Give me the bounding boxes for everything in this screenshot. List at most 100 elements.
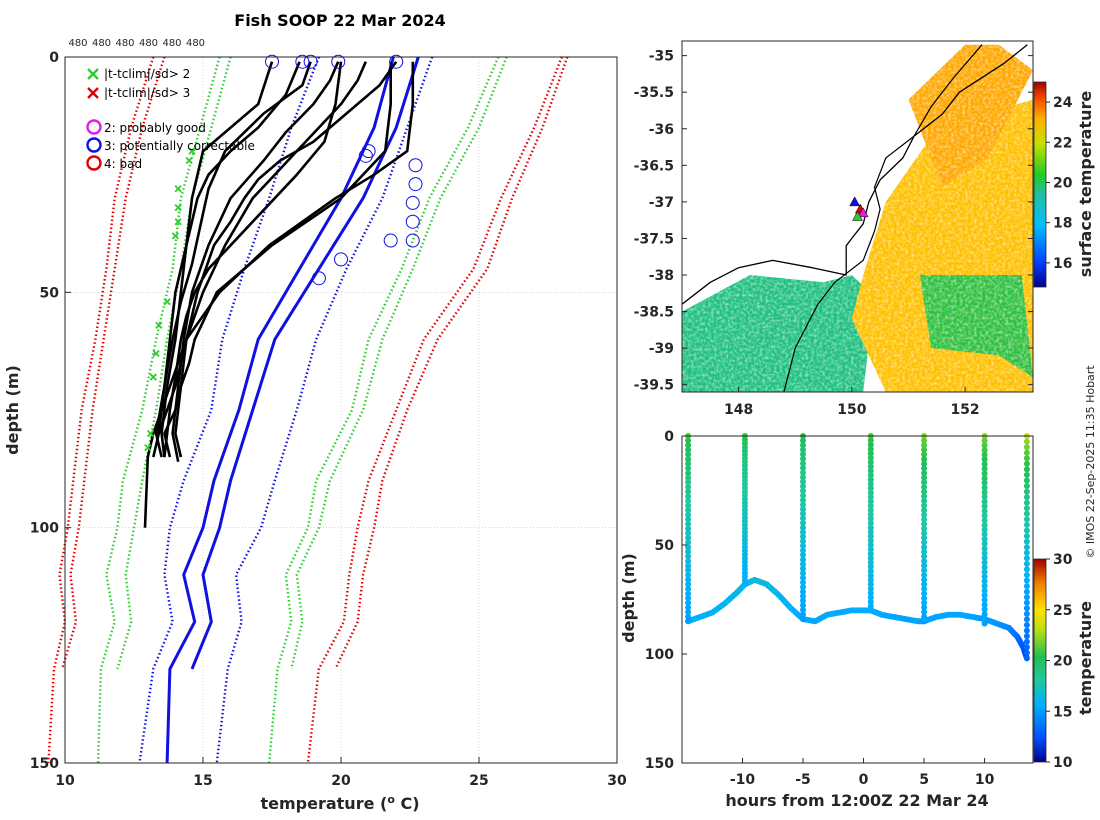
- temperature-point: [685, 548, 692, 555]
- temperature-point: [800, 584, 806, 591]
- temperature-point: [981, 498, 988, 505]
- temperature-point: [1023, 649, 1030, 656]
- track-marker: [852, 210, 863, 221]
- climatology-line-mean: [165, 56, 395, 764]
- legend-item-flag-3: 3: potentially correctable: [86, 137, 255, 153]
- y-axis-label: depth (m): [619, 553, 638, 643]
- temperature-point: [867, 476, 874, 483]
- x-tick-label: -10: [730, 772, 756, 788]
- top-label: 480: [92, 38, 111, 49]
- temperature-point: [1023, 516, 1030, 523]
- temperature-point: [921, 534, 928, 541]
- temperature-point: [800, 515, 806, 522]
- temperature-point: [981, 545, 988, 552]
- temperature-point: [800, 529, 806, 536]
- climatology-line-+3sd: [334, 56, 569, 670]
- map-y-tick-label: -37: [649, 195, 674, 211]
- temperature-point: [867, 494, 874, 500]
- sst-colorbar-tick-label: 24: [1053, 95, 1073, 111]
- coastline: [682, 44, 1028, 305]
- temperature-point: [1023, 594, 1030, 601]
- map-x-tick-label: 152: [950, 402, 979, 418]
- temperature-point: [800, 616, 806, 623]
- temperature-point: [685, 525, 692, 532]
- flag-cross-marker: [155, 321, 163, 329]
- temperature-point: [867, 472, 874, 479]
- flag-circle-marker: [405, 214, 420, 229]
- temperature-point: [981, 564, 988, 571]
- chart-title: Fish SOOP 22 Mar 2024: [234, 11, 445, 30]
- map-y-tick-label: -37.5: [634, 231, 674, 247]
- temperature-point: [867, 498, 874, 505]
- temperature-point: [981, 508, 988, 514]
- temperature-point: [921, 567, 928, 574]
- flag-cross-marker: [149, 373, 157, 381]
- y-tick-label: 0: [49, 50, 59, 66]
- legend: |t-tclim|/sd> 2 |t-tclim|/sd> 3 2: proba…: [86, 67, 255, 171]
- temperature-point: [867, 594, 874, 601]
- sst-colorbar: [1033, 81, 1047, 288]
- temperature-point: [867, 585, 874, 592]
- temperature-point: [685, 581, 692, 588]
- temperature-point: [981, 592, 988, 599]
- temperature-point: [981, 479, 988, 486]
- temperature-point: [800, 446, 806, 453]
- x-tick-label: 5: [919, 772, 929, 788]
- temperature-point: [800, 574, 806, 581]
- temperature-point: [1023, 499, 1030, 506]
- temperature-point: [1023, 460, 1030, 467]
- temperature-point: [1023, 477, 1030, 484]
- temperature-point: [981, 465, 988, 472]
- temperature-point: [685, 521, 692, 527]
- x-tick-label: -5: [795, 772, 811, 788]
- temperature-point: [1023, 471, 1030, 478]
- temperature-point: [921, 558, 928, 565]
- temperature-point: [800, 451, 806, 458]
- temperature-point: [1023, 488, 1030, 495]
- temperature-point: [1023, 599, 1030, 606]
- climatology-line--3sd: [61, 56, 166, 670]
- sst-colorbar-tick-label: 20: [1053, 175, 1073, 191]
- temperature-point: [981, 522, 988, 529]
- sst-colorbar-ticks: 16 18 20 22 24: [1046, 95, 1073, 272]
- temperature-point: [921, 595, 928, 602]
- temperature-point: [685, 479, 692, 486]
- temperature-profiles: [143, 60, 415, 528]
- temperature-point: [685, 456, 692, 463]
- temperature-colorbar: [1033, 558, 1047, 763]
- top-labels: 480 480 480 480 480 480: [68, 38, 205, 49]
- temperature-point: [921, 618, 928, 625]
- temperature-point: [921, 613, 928, 620]
- temperature-point: [867, 559, 874, 566]
- climatology-line--3sd: [47, 56, 155, 764]
- top-label: 480: [68, 38, 87, 49]
- temperature-point: [981, 568, 988, 575]
- temperature-point: [981, 611, 988, 618]
- temperature-point: [921, 544, 928, 551]
- temperature-point: [685, 590, 692, 597]
- flag-circle-marker: [405, 195, 420, 210]
- temperature-point: [867, 459, 874, 466]
- temperature-point: [800, 593, 806, 600]
- flag-cross-marker: [146, 429, 155, 438]
- temperature-point: [685, 484, 692, 490]
- temperature-point: [1023, 583, 1030, 590]
- temperature-point: [1023, 544, 1030, 551]
- map-x-tick-label: 148: [724, 402, 753, 418]
- legend-item-flag-2: 2: probably good: [86, 119, 206, 135]
- temperature-point: [1023, 455, 1030, 462]
- temperature-profile-line: [143, 61, 415, 528]
- temperature-point: [981, 559, 988, 566]
- climatology-line--1sd: [138, 56, 321, 764]
- temperature-point: [921, 493, 928, 500]
- temperature-point: [1023, 521, 1030, 528]
- temperature-point: [800, 501, 806, 508]
- temperature-point: [867, 563, 874, 570]
- temperature-point: [981, 512, 988, 519]
- temperature-point: [867, 489, 874, 496]
- map-ticks: 148 150 152 -35 -35.5 -36 -36.5 -37 -37.5 -38 -38.…: [634, 49, 1033, 418]
- temperature-point: [981, 531, 988, 538]
- temperature-point: [685, 585, 692, 592]
- map-y-tick-label: -35.5: [634, 85, 674, 101]
- temperature-point: [800, 602, 806, 609]
